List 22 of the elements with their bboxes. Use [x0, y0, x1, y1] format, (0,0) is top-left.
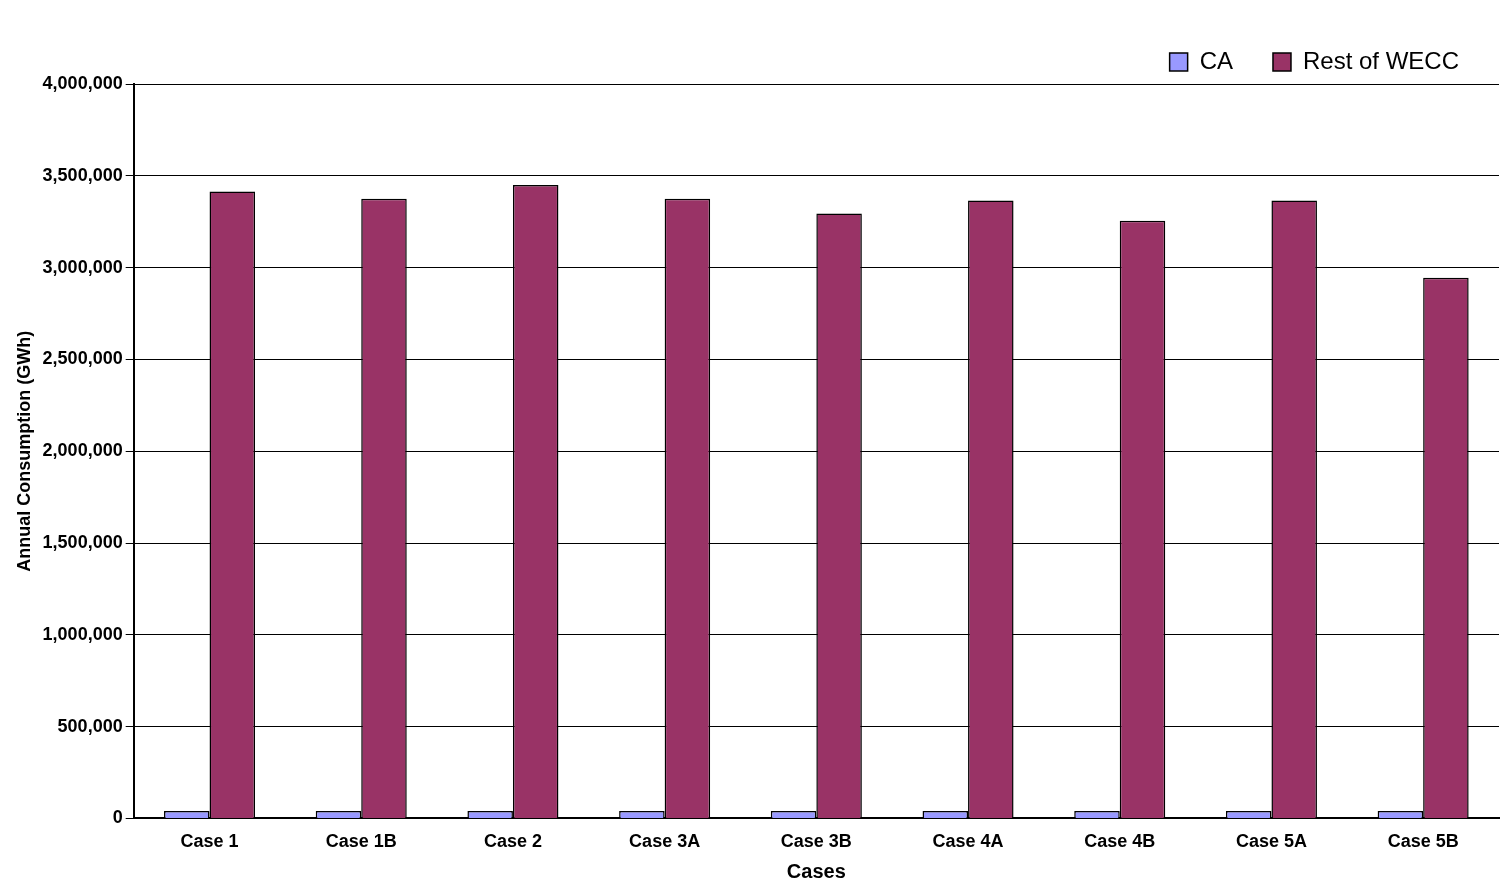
y-tick-label: 2,000,000 [42, 440, 123, 461]
legend-label: Rest of WECC [1302, 46, 1460, 74]
y-tick-label: 4,000,000 [42, 72, 123, 93]
y-axis-title: Annual Consumption (GWh) [13, 330, 34, 572]
y-tick-label: 3,500,000 [42, 164, 123, 185]
x-tick-label: Case 4A [932, 831, 1004, 852]
legend-label: CA [1199, 46, 1233, 74]
x-tick-label: Case 3A [629, 831, 701, 852]
x-tick-label: Case 1 [180, 831, 239, 852]
y-tick-label: 1,000,000 [42, 623, 123, 644]
x-axis-title: Cases [786, 859, 846, 882]
y-tick-label: 0 [112, 807, 123, 828]
x-tick-label: Case 4B [1084, 831, 1156, 852]
y-tick-label: 1,500,000 [42, 531, 123, 552]
x-tick-label: Case 2 [483, 831, 542, 852]
y-tick-label: 2,500,000 [42, 348, 123, 369]
x-tick-label: Case 3B [780, 831, 852, 852]
y-tick-label: 500,000 [57, 715, 123, 736]
x-tick-label: Case 5A [1235, 831, 1307, 852]
y-tick-label: 3,000,000 [42, 256, 123, 277]
x-tick-label: Case 1B [325, 831, 397, 852]
x-tick-label: Case 5B [1387, 831, 1459, 852]
